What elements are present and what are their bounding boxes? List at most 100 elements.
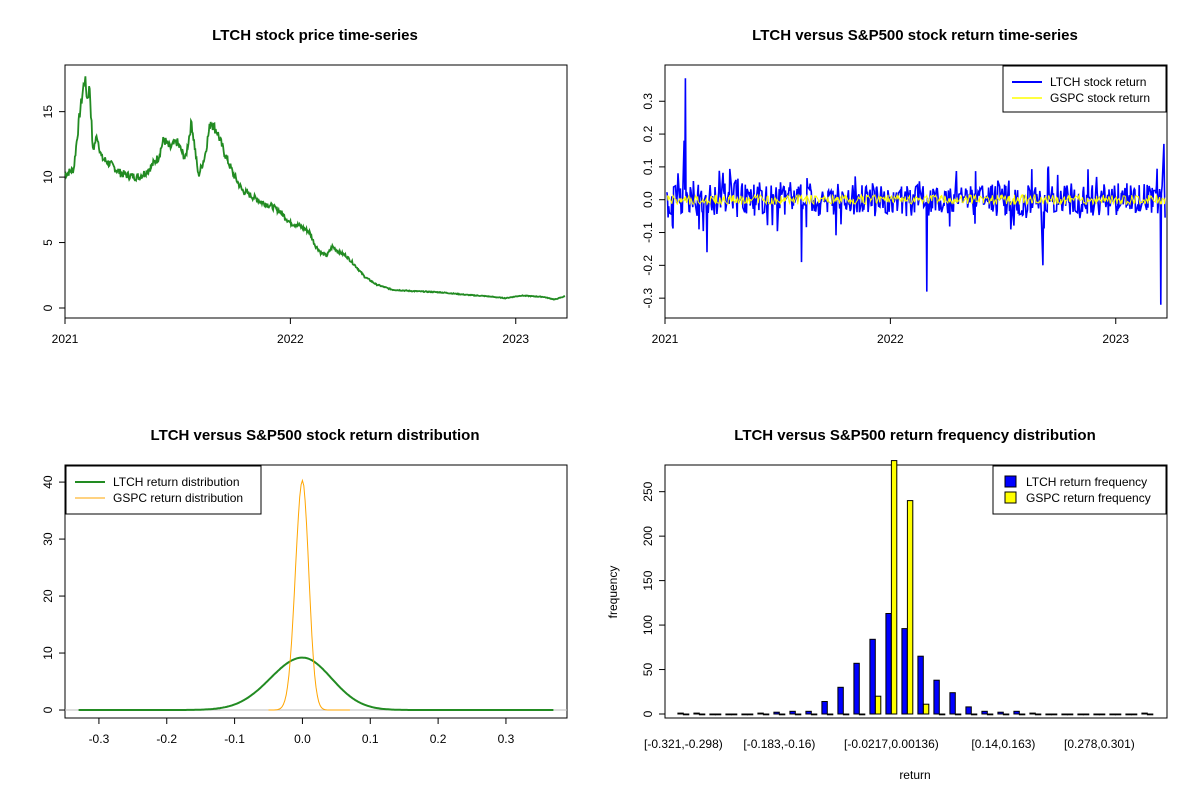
histogram-ytick-label-4: 200	[641, 526, 655, 546]
histogram-gspc-bar-21	[1018, 713, 1026, 716]
price-xtick-label-0: 2021	[52, 332, 79, 346]
histogram-gspc-bar-27	[1114, 713, 1122, 716]
histogram-gspc-bar-5	[762, 713, 770, 716]
histogram-plot-box	[664, 464, 1168, 719]
histogram-ltch-bar-26	[1093, 713, 1100, 716]
histogram-ytick-label-1: 50	[641, 663, 655, 677]
returns-ytick-label-1: -0.2	[641, 255, 655, 276]
histogram-legend-ltch-swatch	[1004, 475, 1017, 488]
histogram-ltch-bar-28	[1125, 713, 1132, 716]
price-line	[64, 76, 566, 301]
histogram-gspc-bar-23	[1050, 713, 1058, 716]
histogram-ltch-bar-1	[693, 712, 700, 715]
returns-ytick-label-3: 0.0	[641, 191, 655, 208]
histogram-ltch-bar-17	[949, 692, 956, 715]
histogram-ytick-label-0: 0	[641, 710, 655, 717]
price-series	[64, 76, 566, 301]
histogram-ytick-label-3: 150	[641, 570, 655, 590]
density-xtick-label-3: 0.0	[294, 732, 311, 746]
histogram-gspc-bar-28	[1130, 713, 1138, 716]
returns-ytick-label-2: -0.1	[641, 222, 655, 243]
histogram-ltch-bar-13	[885, 613, 892, 715]
histogram-gspc-bar-17	[954, 713, 962, 716]
returns-legend: LTCH stock return GSPC stock return	[1002, 65, 1167, 113]
density-legend-ltch-label: LTCH return distribution	[113, 475, 240, 489]
histogram-gspc-bar-18	[970, 713, 978, 716]
price-panel: LTCH stock price time-series 2021 2022 202…	[41, 27, 568, 346]
histogram-gspc-bar-10	[842, 713, 850, 716]
returns-ytick-label-6: 0.3	[641, 93, 655, 110]
returns-xtick-label-1: 2022	[877, 332, 904, 346]
histogram-gspc-bar-16	[938, 713, 946, 716]
histogram-gspc-bar-12	[874, 695, 882, 715]
density-xtick-label-0: -0.3	[89, 732, 110, 746]
histogram-ltch-bar-20	[997, 711, 1004, 715]
histogram-ltch-bar-15	[917, 655, 924, 715]
histogram-ltch-bar-29	[1141, 712, 1148, 715]
density-legend-box	[65, 465, 262, 515]
histogram-legend-gspc-label: GSPC return frequency	[1026, 491, 1151, 505]
histogram-gspc-bar-7	[794, 713, 802, 716]
histogram-gspc-bar-14	[906, 500, 914, 715]
density-legend-gspc-label: GSPC return distribution	[113, 491, 243, 505]
density-ytick-label-1: 10	[41, 646, 55, 660]
returns-gspc-line	[666, 192, 1166, 206]
density-gspc-curve	[268, 478, 350, 711]
density-ytick-label-3: 30	[41, 532, 55, 546]
histogram-ltch-bar-4	[741, 713, 748, 716]
histogram-ltch-bar-11	[853, 662, 860, 715]
histogram-ltch-bar-7	[789, 710, 796, 715]
density-axes: -0.3 -0.2 -0.1 0.0 0.1 0.2 0.3 0 10 20 30 40	[41, 475, 515, 746]
histogram-bars	[677, 460, 1154, 716]
histogram-gspc-bar-20	[1002, 713, 1010, 716]
histogram-gspc-bar-26	[1098, 713, 1106, 716]
returns-plot-box	[664, 64, 1168, 319]
histogram-gspc-bar-24	[1066, 713, 1074, 716]
density-series	[65, 478, 567, 711]
histogram-xtick-label-0: [-0.321,-0.298)	[644, 737, 723, 751]
returns-xtick-label-0: 2021	[652, 332, 679, 346]
histogram-xtick-label-2: [-0.0217,0.00136)	[844, 737, 939, 751]
returns-ltch-line	[666, 78, 1166, 305]
price-xtick-label-2: 2023	[502, 332, 529, 346]
returns-series	[666, 78, 1166, 305]
returns-panel: LTCH versus S&P500 stock return time-ser…	[641, 27, 1168, 346]
histogram-ltch-bar-23	[1045, 713, 1052, 716]
histogram-xtick-label-1: [-0.183,-0.16)	[743, 737, 815, 751]
price-ytick-label-2: 10	[41, 170, 55, 184]
histogram-ltch-bar-18	[965, 706, 972, 715]
histogram-xlabel: return	[899, 768, 930, 782]
histogram-axes: 0 50 100 150 200 250 [-0.321,-0.298) [-0.183,-0…	[641, 481, 1135, 751]
histogram-xtick-label-4: [0.278,0.301)	[1064, 737, 1135, 751]
returns-title: LTCH versus S&P500 stock return time-ser…	[752, 27, 1078, 44]
price-ytick-label-0: 0	[41, 304, 55, 311]
histogram-gspc-bar-3	[730, 713, 738, 716]
histogram-gspc-bar-19	[986, 713, 994, 716]
histogram-gspc-bar-9	[826, 713, 834, 716]
histogram-ltch-bar-24	[1061, 713, 1068, 716]
histogram-ltch-bar-0	[677, 712, 684, 715]
histogram-ylabel: frequency	[606, 566, 620, 619]
density-ytick-label-0: 0	[41, 706, 55, 713]
histogram-gspc-bar-25	[1082, 713, 1090, 716]
density-panel: LTCH versus S&P500 stock return distribu…	[41, 427, 568, 746]
density-ytick-label-2: 20	[41, 589, 55, 603]
histogram-ltch-bar-2	[709, 713, 716, 716]
histogram-gspc-bar-13	[890, 460, 898, 715]
density-legend: LTCH return distribution GSPC return dis…	[65, 465, 262, 515]
histogram-gspc-bar-22	[1034, 713, 1042, 716]
histogram-ltch-bar-6	[773, 711, 780, 715]
density-plot-box	[64, 464, 568, 719]
histogram-ltch-bar-9	[821, 701, 828, 715]
density-xtick-label-2: -0.1	[224, 732, 245, 746]
histogram-gspc-bar-29	[1146, 713, 1154, 716]
histogram-ltch-bar-12	[869, 638, 876, 715]
histogram-gspc-bar-6	[778, 713, 786, 716]
histogram-gspc-bar-15	[922, 703, 930, 715]
returns-legend-box	[1002, 65, 1167, 113]
histogram-gspc-bar-11	[858, 713, 866, 716]
density-xtick-label-1: -0.2	[156, 732, 177, 746]
price-plot-box	[64, 64, 568, 319]
histogram-ltch-bar-3	[725, 713, 732, 716]
